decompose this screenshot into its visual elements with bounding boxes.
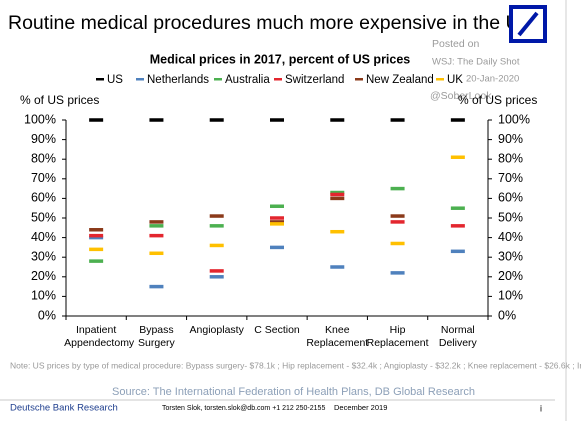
marker xyxy=(450,249,465,254)
page-title: Routine medical procedures much more exp… xyxy=(8,12,533,34)
marker xyxy=(450,206,465,210)
legend-label: Australia xyxy=(225,74,270,86)
marker xyxy=(89,259,104,263)
legend-label: Netherlands xyxy=(147,74,209,86)
y2-tick-label: 30% xyxy=(498,249,523,263)
legend-swatch xyxy=(355,78,363,81)
y-tick-label: 80% xyxy=(31,151,56,165)
marker xyxy=(270,118,284,122)
x-tick-label: Normal Delivery xyxy=(438,324,477,349)
marker xyxy=(270,245,284,250)
marker xyxy=(209,214,224,218)
y-tick-label: 30% xyxy=(31,249,56,263)
marker xyxy=(270,216,284,220)
y2-tick-label: 50% xyxy=(498,210,523,224)
watermark: @SoberLook xyxy=(430,90,492,102)
legend-swatch xyxy=(274,78,282,81)
marker xyxy=(89,235,104,240)
marker xyxy=(209,118,224,122)
y2-tick-label: 40% xyxy=(498,230,523,244)
y-tick-label: 20% xyxy=(31,269,56,283)
y2-tick-label: 20% xyxy=(498,269,523,283)
marker xyxy=(149,251,164,256)
y2-tick-label: 0% xyxy=(498,308,516,322)
watermark: Posted on xyxy=(432,38,479,50)
marker xyxy=(209,224,224,228)
footer-page: i xyxy=(540,403,542,413)
legend-label: US xyxy=(107,74,123,86)
legend-swatch xyxy=(436,78,444,81)
marker xyxy=(149,220,164,224)
legend-label: Switzerland xyxy=(285,74,344,86)
x-tick-label: Knee Replacement xyxy=(306,324,369,349)
marker xyxy=(450,155,465,159)
marker xyxy=(450,118,465,122)
marker xyxy=(390,118,405,122)
marker xyxy=(390,241,405,246)
marker xyxy=(330,190,345,195)
marker xyxy=(149,233,164,238)
marker xyxy=(330,229,345,234)
marker xyxy=(330,196,345,201)
y2-tick-label: 10% xyxy=(498,289,523,303)
legend-swatch xyxy=(96,78,104,81)
marker xyxy=(209,269,224,273)
footer-author: Torsten Slok, torsten.slok@db.com +1 212… xyxy=(162,405,325,412)
marker xyxy=(89,118,104,122)
x-tick-label: Inpatient Appendectomy xyxy=(64,324,135,349)
marker xyxy=(209,243,224,248)
x-tick-label: C Section xyxy=(254,324,300,336)
marker xyxy=(330,118,345,122)
marker xyxy=(149,284,164,289)
legend-swatch xyxy=(136,78,144,81)
marker xyxy=(209,275,224,279)
y2-tick-label: 80% xyxy=(498,151,523,165)
marker xyxy=(89,233,104,238)
y2-tick-label: 60% xyxy=(498,191,523,205)
y-tick-label: 60% xyxy=(31,191,56,205)
marker xyxy=(390,220,405,224)
marker xyxy=(390,271,405,275)
db-logo xyxy=(509,5,547,43)
y-tick-label: 0% xyxy=(38,308,56,322)
marker xyxy=(390,186,405,191)
footer-date: December 2019 xyxy=(334,403,387,412)
chart-title: Medical prices in 2017, percent of US pr… xyxy=(150,52,411,66)
footer-org: Deutsche Bank Research xyxy=(10,403,118,414)
marker xyxy=(450,224,465,228)
x-tick-label: Bypass Surgery xyxy=(138,324,175,349)
source: Source: The International Federation of … xyxy=(112,386,475,398)
y2-tick-label: 100% xyxy=(498,112,530,126)
y2-tick-label: 70% xyxy=(498,171,523,185)
marker xyxy=(89,247,104,252)
y2-tick-label: 90% xyxy=(498,132,523,146)
marker xyxy=(330,265,345,269)
marker xyxy=(270,222,284,226)
y-axis-label: % of US prices xyxy=(20,93,99,107)
x-tick-label: Angioplasty xyxy=(189,324,244,336)
y-tick-label: 70% xyxy=(31,171,56,185)
y-tick-label: 90% xyxy=(31,132,56,146)
watermark: WSJ: The Daily Shot xyxy=(432,57,520,68)
marker xyxy=(149,224,164,228)
marker xyxy=(390,214,405,218)
y-tick-label: 40% xyxy=(31,230,56,244)
x-tick-label: Hip Replacement xyxy=(366,324,429,349)
marker xyxy=(270,204,284,208)
note: Note: US prices by type of medical proce… xyxy=(10,360,581,370)
marker xyxy=(149,118,164,122)
marker xyxy=(330,192,345,197)
legend-label: New Zealand xyxy=(366,74,434,86)
y2-axis-label: % of US prices xyxy=(458,93,537,107)
y-tick-label: 50% xyxy=(31,210,56,224)
watermark: 20-Jan-2020 xyxy=(466,74,519,85)
marker xyxy=(89,228,104,232)
marker xyxy=(270,220,284,224)
y-tick-label: 100% xyxy=(24,112,56,126)
y-tick-label: 10% xyxy=(31,289,56,303)
legend-swatch xyxy=(214,78,222,81)
legend-label: UK xyxy=(447,74,463,86)
